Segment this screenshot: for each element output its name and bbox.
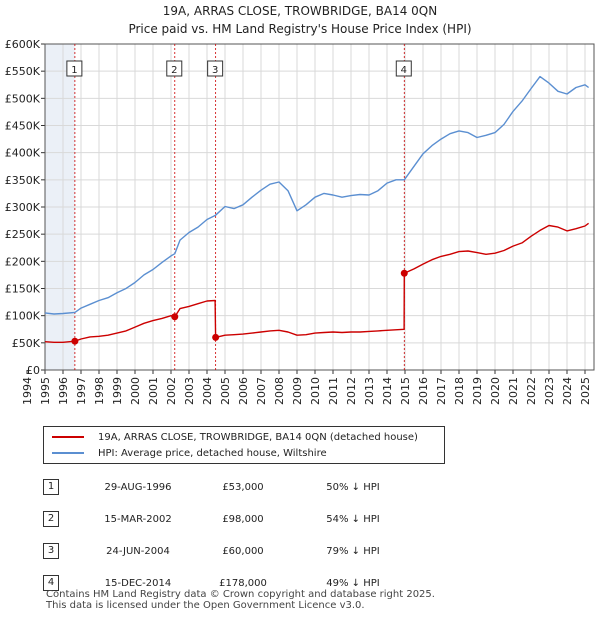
y-tick-label: £0: [26, 364, 40, 377]
sale-marker-box: [395, 60, 412, 77]
y-tick-label: £450K: [5, 120, 41, 133]
x-tick-label: 2006: [237, 377, 250, 405]
legend-item-property: 19A, ARRAS CLOSE, TROWBRIDGE, BA14 0QN (…: [52, 430, 418, 444]
sale-point: [400, 269, 408, 277]
sale-hpi-diff: 49% ↓ HPI: [326, 577, 380, 589]
sale-date: 15-MAR-2002: [104, 513, 172, 525]
table-row: 4 15-DEC-2014 £178,000 49% ↓ HPI: [43, 567, 413, 599]
sale-marker-label: 3: [212, 65, 218, 76]
hpi-series-line: [44, 75, 590, 315]
property-series-line: [44, 222, 590, 343]
sale-date: 24-JUN-2004: [106, 545, 170, 557]
table-row: 2 15-MAR-2002 £98,000 54% ↓ HPI: [43, 503, 413, 535]
sale-marker-box: [166, 60, 183, 77]
x-tick-label: 2001: [147, 377, 160, 405]
legend-swatch-hpi: [52, 452, 84, 454]
x-tick-label: 2000: [129, 377, 142, 405]
legend-item-hpi: HPI: Average price, detached house, Wilt…: [52, 446, 327, 460]
sale-marker-label: 4: [401, 65, 407, 76]
x-tick-label: 1997: [75, 377, 88, 405]
sale-marker-label: 1: [71, 65, 77, 76]
sale-hpi-diff: 79% ↓ HPI: [326, 545, 380, 557]
x-tick-label: 2024: [561, 377, 574, 405]
x-tick-label: 2015: [399, 377, 412, 405]
sale-number-badge: 3: [43, 543, 59, 559]
legend-label-hpi: HPI: Average price, detached house, Wilt…: [98, 447, 327, 459]
x-tick-label: 2025: [579, 377, 592, 405]
sale-number-badge: 4: [43, 575, 59, 591]
sale-price: £178,000: [219, 577, 267, 589]
legend: 19A, ARRAS CLOSE, TROWBRIDGE, BA14 0QN (…: [43, 426, 445, 464]
table-row: 3 24-JUN-2004 £60,000 79% ↓ HPI: [43, 535, 413, 567]
y-tick-label: £350K: [5, 174, 41, 187]
footer: Contains HM Land Registry data © Crown c…: [46, 589, 435, 611]
sale-hpi-diff: 50% ↓ HPI: [326, 481, 380, 493]
x-tick-label: 2003: [183, 377, 196, 405]
sale-marker-label: 2: [171, 65, 177, 76]
y-tick-label: £300K: [5, 201, 41, 214]
x-tick-label: 2008: [273, 377, 286, 405]
x-tick-label: 1996: [57, 377, 70, 405]
x-tick-label: 2014: [381, 377, 394, 405]
x-tick-label: 2007: [255, 377, 268, 405]
x-tick-label: 2019: [471, 377, 484, 405]
sale-price: £60,000: [222, 545, 264, 557]
x-tick-label: 2009: [291, 377, 304, 405]
sale-point: [171, 313, 179, 321]
y-tick-label: £600K: [5, 38, 41, 51]
chart-subtitle: Price paid vs. HM Land Registry's House …: [128, 22, 472, 36]
y-tick-label: £150K: [5, 283, 41, 296]
x-tick-label: 2016: [417, 377, 430, 405]
x-tick-label: 2020: [489, 377, 502, 405]
y-tick-label: £50K: [12, 337, 41, 350]
chart-title: 19A, ARRAS CLOSE, TROWBRIDGE, BA14 0QN: [162, 4, 438, 18]
x-tick-label: 1994: [21, 377, 34, 405]
price-chart: £0 £50K £100K £150K £200K £250K £300K £350K £400…: [5, 38, 595, 405]
x-tick-label: 2012: [345, 377, 358, 405]
sale-marker-box: [207, 60, 224, 77]
sale-price: £53,000: [222, 481, 264, 493]
x-tick-label: 2005: [219, 377, 232, 405]
sales-table: 1 29-AUG-1996 £53,000 50% ↓ HPI 2 15-MAR…: [43, 471, 413, 599]
sale-date: 15-DEC-2014: [104, 577, 172, 589]
sale-point: [212, 333, 220, 341]
sale-date: 29-AUG-1996: [104, 481, 172, 493]
plot-border: [44, 43, 595, 371]
x-tick-label: 2011: [327, 377, 340, 405]
sale-hpi-diff: 54% ↓ HPI: [326, 513, 380, 525]
x-tick-label: 2021: [507, 377, 520, 405]
x-tick-label: 2022: [525, 377, 538, 405]
y-tick-label: £100K: [5, 310, 41, 323]
legend-label-property: 19A, ARRAS CLOSE, TROWBRIDGE, BA14 0QN (…: [98, 431, 418, 443]
sale-point: [71, 337, 79, 345]
x-tick-label: 1995: [39, 377, 52, 405]
footer-copyright: Contains HM Land Registry data © Crown c…: [46, 589, 435, 600]
x-tick-label: 2002: [165, 377, 178, 405]
y-tick-label: £500K: [5, 92, 41, 105]
footer-licence: This data is licensed under the Open Gov…: [46, 600, 365, 611]
sale-number-badge: 1: [43, 479, 59, 495]
y-tick-label: £200K: [5, 255, 41, 268]
sale-marker-box: [66, 60, 83, 77]
x-tick-label: 2018: [453, 377, 466, 405]
x-tick-label: 2013: [363, 377, 376, 405]
sale-number-badge: 2: [43, 511, 59, 527]
sale-price: £98,000: [222, 513, 264, 525]
x-tick-label: 2010: [309, 377, 322, 405]
x-tick-label: 2023: [543, 377, 556, 405]
table-row: 1 29-AUG-1996 £53,000 50% ↓ HPI: [43, 471, 413, 503]
legend-swatch-property: [52, 436, 84, 438]
x-tick-label: 1999: [111, 377, 124, 405]
y-tick-label: £250K: [5, 228, 41, 241]
y-tick-label: £550K: [5, 65, 41, 78]
y-tick-label: £400K: [5, 147, 41, 160]
x-tick-label: 2017: [435, 377, 448, 405]
x-tick-label: 2004: [201, 377, 214, 405]
x-tick-label: 1998: [93, 377, 106, 405]
